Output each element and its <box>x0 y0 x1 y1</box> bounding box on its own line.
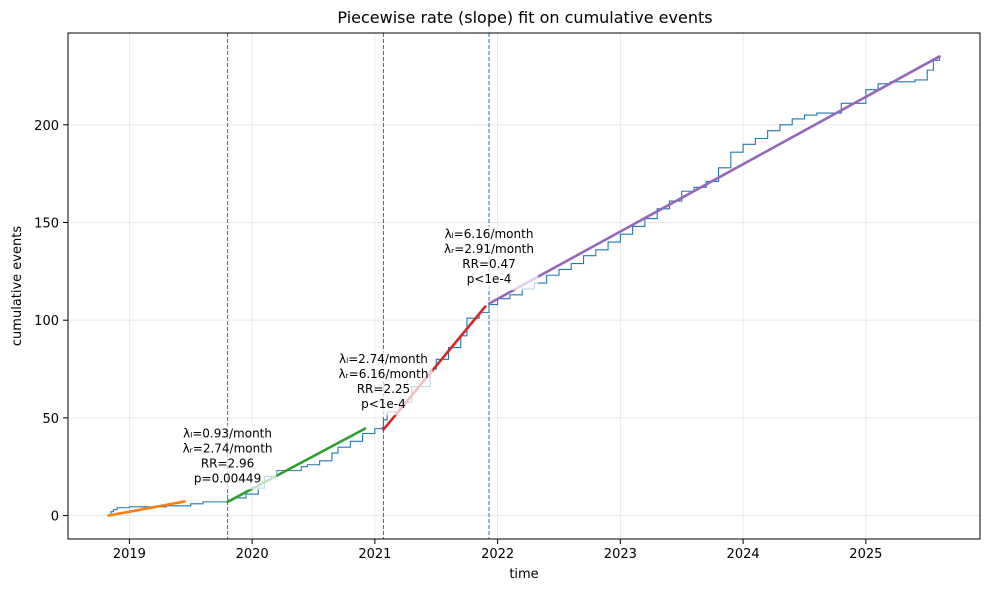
y-ticks: 0 50 100 150 200 <box>34 119 68 525</box>
x-axis-label: time <box>509 567 538 582</box>
annotation-1-line-1: λᵣ=6.16/month <box>338 367 428 381</box>
annotation-0-line-3: p=0.00449 <box>194 471 261 485</box>
annotations: λₗ=0.93/monthλᵣ=2.74/monthRR=2.96p=0.004… <box>178 226 539 490</box>
x-tick-label-6: 2025 <box>849 547 882 562</box>
y-tick-label-3: 150 <box>34 217 59 232</box>
x-ticks: 2019 2020 2021 2022 2023 2024 2025 <box>113 539 882 562</box>
fit-segment-1 <box>226 427 367 504</box>
grid <box>68 33 980 539</box>
x-tick-label-4: 2023 <box>604 547 637 562</box>
chart-title: Piecewise rate (slope) fit on cumulative… <box>337 8 712 27</box>
annotation-0-line-0: λₗ=0.93/month <box>183 426 272 440</box>
fit-segment-3 <box>487 55 941 305</box>
annotation-bg-2 <box>440 226 539 291</box>
annotation-bg-1 <box>334 351 433 416</box>
x-tick-label-2: 2021 <box>358 547 391 562</box>
annotation-1-line-0: λₗ=2.74/month <box>339 352 428 366</box>
annotation-2-line-2: RR=0.47 <box>462 257 515 271</box>
x-tick-label-5: 2024 <box>727 547 760 562</box>
y-axis-label: cumulative events <box>10 226 25 346</box>
plot-frame <box>67 32 981 540</box>
annotation-2-line-3: p<1e-4 <box>467 272 512 286</box>
annotation-0-line-1: λᵣ=2.74/month <box>183 441 273 455</box>
x-tick-label-0: 2019 <box>113 547 146 562</box>
annotation-2-line-0: λₗ=6.16/month <box>445 227 534 241</box>
annotation-1-line-3: p<1e-4 <box>361 397 406 411</box>
x-tick-label-1: 2020 <box>236 547 269 562</box>
y-tick-label-4: 200 <box>34 119 59 134</box>
annotation-2-line-1: λᵣ=2.91/month <box>444 242 534 256</box>
y-tick-label-0: 0 <box>51 510 59 525</box>
y-tick-label-2: 100 <box>34 314 59 329</box>
annotation-bg-0 <box>178 425 277 490</box>
annotation-1-line-2: RR=2.25 <box>357 382 410 396</box>
y-tick-label-1: 50 <box>42 412 59 427</box>
annotation-0-line-2: RR=2.96 <box>201 456 254 470</box>
fit-segment-0 <box>107 500 186 517</box>
x-tick-label-3: 2022 <box>481 547 514 562</box>
